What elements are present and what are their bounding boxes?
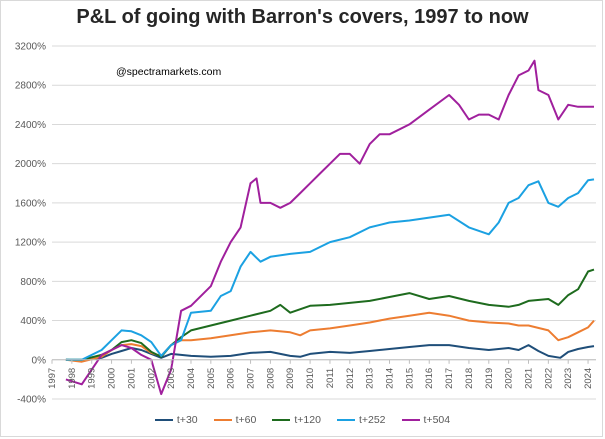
y-tick-label: 1200% [15, 238, 46, 249]
y-tick-label: 2000% [15, 159, 46, 170]
legend-label: t+30 [176, 414, 198, 426]
y-tick-label: 400% [20, 316, 46, 327]
x-tick-label: 1998 [67, 368, 78, 389]
legend-swatch [213, 419, 232, 421]
x-tick-label: 2002 [146, 368, 157, 389]
legend: t+30 t+60 t+120 t+252 t+504 [0, 414, 605, 426]
x-tick-label: 2012 [345, 368, 356, 389]
legend-item: t+252 [336, 414, 386, 426]
series-line-t-252 [65, 178, 595, 361]
x-tick-label: 2022 [543, 368, 554, 389]
x-tick-label: 2016 [424, 368, 435, 389]
legend-swatch [154, 419, 173, 421]
legend-swatch [272, 419, 291, 421]
x-tick-label: 2017 [444, 368, 455, 389]
x-tick-label: 2020 [504, 368, 515, 389]
y-axis: -400% 0% 400% 800% 1200% 1600% 2000% 2400% 2800%… [15, 42, 46, 406]
x-tick-label: 2005 [206, 368, 217, 389]
x-tick-label: 2000 [107, 368, 118, 389]
series-line-t-30 [65, 344, 595, 362]
legend-item: t+60 [213, 414, 257, 426]
legend-label: t+504 [423, 414, 451, 426]
x-tick-label: 2003 [166, 368, 177, 389]
x-tick-label: 2019 [484, 368, 495, 389]
x-tick-label: 2018 [464, 368, 475, 389]
gridlines [52, 45, 596, 400]
x-tick-label: 1999 [87, 368, 98, 389]
series-line-t-60 [65, 311, 595, 363]
chart-title: P&L of going with Barron's covers, 1997 … [76, 6, 529, 28]
x-tick-label: 2001 [126, 368, 137, 389]
x-tick-label: 2015 [404, 368, 415, 389]
series-line-t-120 [65, 268, 595, 361]
x-tick-label: 2011 [325, 368, 336, 388]
x-tick-label: 2021 [523, 368, 534, 389]
x-tick-label: 2008 [265, 368, 276, 389]
x-tick-label: 2024 [583, 368, 594, 389]
series-line-t-504 [65, 59, 594, 396]
x-tick-label: 2023 [563, 368, 574, 389]
x-tick-label: 1997 [47, 368, 58, 389]
x-tick-label: 2009 [285, 368, 296, 389]
legend-item: t+120 [272, 414, 321, 426]
y-tick-label: 2400% [15, 120, 46, 131]
watermark-label: @spectramarkets.com [116, 66, 222, 78]
x-axis: 1997 1998 1999 2000 2001 2002 2003 2004 2005 2006… [47, 359, 596, 389]
x-tick-label: 2004 [186, 368, 197, 389]
x-tick-label: 2010 [305, 368, 316, 389]
y-tick-label: 0% [32, 355, 47, 366]
legend-swatch [336, 419, 355, 421]
y-tick-label: 800% [20, 277, 46, 288]
legend-label: t+120 [294, 414, 321, 426]
x-tick-label: 2014 [385, 368, 396, 389]
legend-item: t+504 [401, 414, 451, 426]
y-tick-label: 2800% [15, 81, 46, 92]
y-tick-label: -400% [17, 395, 46, 406]
series-lines [65, 59, 595, 396]
y-tick-label: 1600% [15, 198, 46, 209]
x-tick-label: 2013 [365, 368, 376, 389]
legend-label: t+60 [235, 414, 257, 426]
y-tick-label: 3200% [15, 42, 46, 53]
legend-label: t+252 [358, 414, 386, 426]
legend-swatch [401, 419, 420, 421]
x-tick-label: 2006 [226, 368, 237, 389]
x-tick-label: 2007 [246, 368, 257, 389]
legend-item: t+30 [154, 414, 198, 426]
